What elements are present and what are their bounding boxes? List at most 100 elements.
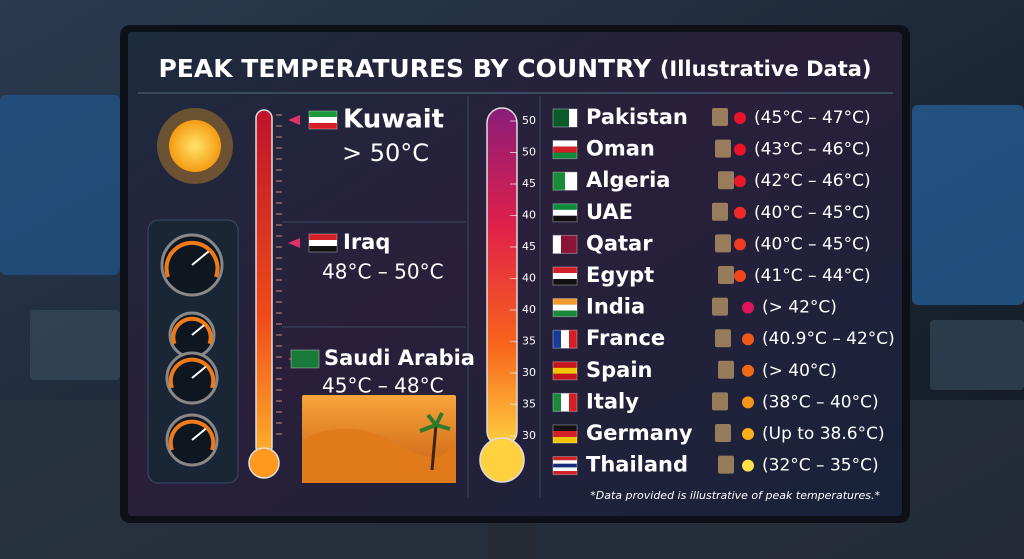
scale-thermometer — [486, 107, 518, 447]
flag — [552, 203, 578, 223]
temp-dot — [742, 428, 754, 440]
temp-dot — [734, 238, 746, 251]
flag-stripe — [565, 172, 577, 191]
thermometer-ticks — [276, 114, 282, 435]
flag-stripe — [553, 172, 565, 191]
temp-dot — [734, 143, 746, 156]
scale-label: 30 — [522, 366, 536, 379]
flag-stripe — [309, 240, 337, 246]
flag — [552, 234, 578, 254]
scale-label: 40 — [522, 209, 536, 222]
landmark-icon — [718, 171, 734, 190]
flag-stripe — [569, 109, 577, 127]
landmark-icon — [715, 139, 731, 158]
flag — [290, 349, 320, 369]
gauge-needle — [191, 250, 210, 266]
flag — [552, 456, 578, 476]
flag-stripe — [561, 235, 569, 254]
landmark-icon — [718, 455, 734, 474]
country-range: (40°C – 45°C) — [754, 234, 871, 254]
highlight-country: Kuwait — [343, 105, 444, 135]
landmark-icon — [715, 234, 731, 253]
country-name: France — [586, 326, 665, 350]
flag-stripe — [553, 437, 577, 443]
flag-stripe — [569, 330, 577, 349]
country-range: (45°C – 47°C) — [754, 108, 871, 128]
country-name: Pakistan — [586, 105, 688, 129]
flag-stripe — [553, 215, 577, 222]
country-range: (41°C – 44°C) — [754, 266, 871, 286]
scale-label: 50 — [522, 114, 536, 127]
highlight-range: > 50°C — [342, 139, 429, 167]
highlight-range: 45°C – 48°C — [322, 374, 444, 398]
flag — [552, 424, 578, 444]
temp-dot — [734, 206, 746, 219]
flag-stripe — [553, 235, 561, 254]
title: PEAK TEMPERATURES BY COUNTRY (Illustrati… — [158, 54, 871, 83]
temp-dot — [734, 112, 746, 124]
flag — [552, 266, 578, 286]
country-name: Algeria — [586, 168, 670, 192]
flag-stripe — [553, 330, 561, 349]
country-range: (> 40°C) — [762, 361, 837, 381]
temp-dot — [742, 459, 754, 472]
gauge-arc — [168, 357, 216, 389]
landmark-icon — [715, 329, 731, 348]
flag-stripe — [309, 246, 337, 252]
sun-icon — [157, 108, 233, 184]
flag-stripe — [553, 146, 577, 153]
landmark-icon — [712, 108, 728, 126]
landmark-icon — [712, 392, 728, 411]
flag-stripe — [553, 273, 577, 279]
temp-dot — [742, 301, 754, 314]
pointer — [288, 115, 300, 125]
country-name: Thailand — [586, 453, 688, 477]
highlight-country: Saudi Arabia — [324, 346, 475, 370]
flag-stripe — [553, 267, 577, 273]
highlight-range: 48°C – 50°C — [322, 260, 444, 284]
gauge-needle — [191, 427, 207, 441]
thermometer-bulb — [248, 447, 280, 479]
flag — [308, 110, 338, 130]
gauge-arc — [164, 240, 220, 278]
country-name: Egypt — [586, 263, 654, 287]
country-range: (43°C – 46°C) — [754, 140, 871, 160]
scale-label: 50 — [522, 146, 536, 159]
country-range: (40.9°C – 42°C) — [762, 329, 895, 349]
country-name: India — [586, 295, 645, 319]
flag-stripe — [553, 209, 577, 216]
flag-stripe — [553, 140, 577, 147]
scale-label: 45 — [522, 240, 536, 253]
country-name: Qatar — [586, 231, 653, 255]
flag-stripe — [561, 109, 569, 127]
country-range: (40°C – 45°C) — [754, 203, 871, 223]
flag-stripe — [553, 304, 577, 311]
gauge-arc — [171, 316, 213, 345]
flag-stripe — [553, 298, 577, 305]
flag-stripe — [553, 203, 577, 210]
landmark-icon — [718, 266, 734, 284]
flag-stripe — [569, 235, 577, 254]
landmark-icon — [712, 202, 728, 221]
scale-bulb — [479, 437, 525, 483]
scale-label: 40 — [522, 303, 536, 316]
temp-dot — [742, 396, 754, 409]
flag-stripe — [553, 456, 577, 461]
flag — [308, 233, 338, 253]
thermometer — [255, 109, 273, 456]
scale-label: 40 — [522, 272, 536, 285]
country-name: Germany — [586, 421, 693, 445]
flag — [552, 171, 578, 191]
flag-stripe — [553, 460, 577, 464]
flag — [552, 329, 578, 349]
flag-stripe — [561, 330, 569, 349]
flag-stripe — [569, 393, 577, 412]
scale-label: 45 — [522, 177, 536, 190]
gauges — [160, 233, 224, 467]
country-name: UAE — [586, 200, 633, 224]
country-name: Italy — [586, 389, 639, 413]
scale-label: 30 — [522, 429, 536, 442]
flag — [552, 298, 578, 318]
